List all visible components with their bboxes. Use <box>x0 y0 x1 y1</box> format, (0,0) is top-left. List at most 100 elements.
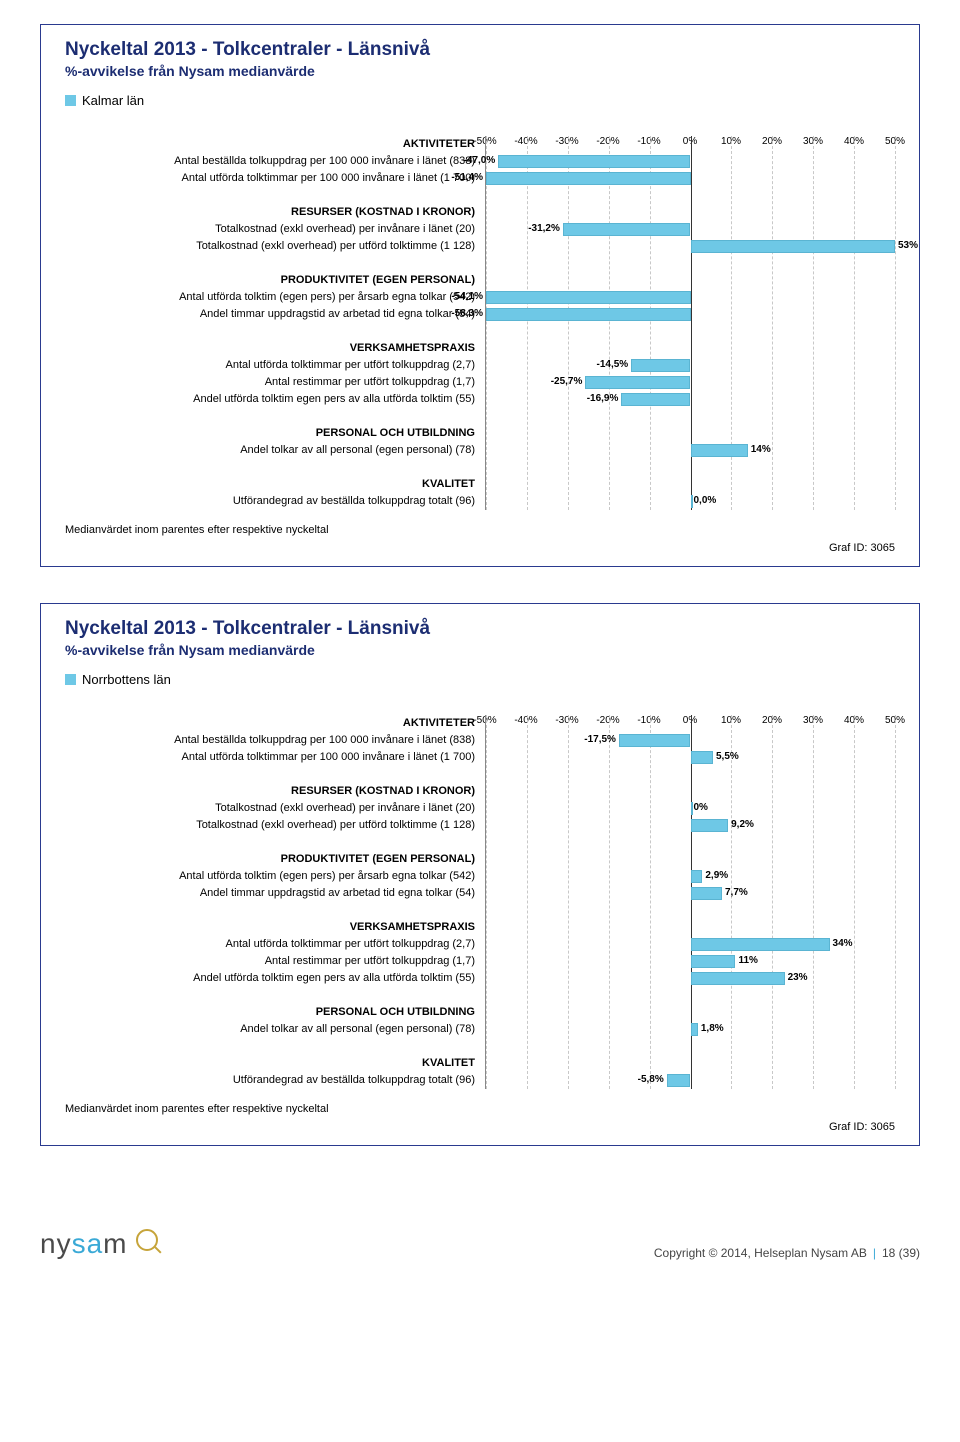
chart-body: AKTIVITETERAntal beställda tolkuppdrag p… <box>65 697 895 1089</box>
spacer <box>486 902 895 919</box>
metric-bar-row: -16,9% <box>486 391 895 408</box>
section-heading: PRODUKTIVITET (EGEN PERSONAL) <box>65 272 479 289</box>
metric-label: Utförandegrad av beställda tolkuppdrag t… <box>65 1072 479 1089</box>
bar-value-label: 0,0% <box>694 495 717 506</box>
bar-value-label: 0% <box>694 802 708 813</box>
metric-label: Utförandegrad av beställda tolkuppdrag t… <box>65 493 479 510</box>
bar <box>691 870 703 883</box>
spacer <box>65 1038 479 1055</box>
chart-footnote: Medianvärdet inom parentes efter respekt… <box>65 524 895 536</box>
bar <box>486 291 691 304</box>
metric-bar-row: 1,8% <box>486 1021 895 1038</box>
metric-label: Andel tolkar av all personal (egen perso… <box>65 1021 479 1038</box>
bar <box>691 444 748 457</box>
metric-label: Antal utförda tolktimmar per utfört tolk… <box>65 357 479 374</box>
spacer <box>65 834 479 851</box>
metric-label: Antal restimmar per utfört tolkuppdrag (… <box>65 953 479 970</box>
chart-card: Nyckeltal 2013 - Tolkcentraler - Länsniv… <box>40 24 920 567</box>
chart-card: Nyckeltal 2013 - Tolkcentraler - Länsniv… <box>40 603 920 1146</box>
bar-value-label: 53% <box>898 240 918 251</box>
metric-bar-row: -31,2% <box>486 221 895 238</box>
bar <box>631 359 690 372</box>
spacer <box>486 987 895 1004</box>
bar-value-label: -51,4% <box>451 172 483 183</box>
bar <box>691 972 785 985</box>
metric-bar-row: -5,8% <box>486 1072 895 1089</box>
spacer <box>65 408 479 425</box>
section-heading-row <box>486 715 895 732</box>
metric-label: Antal beställda tolkuppdrag per 100 000 … <box>65 732 479 749</box>
metric-label: Totalkostnad (exkl overhead) per utförd … <box>65 817 479 834</box>
section-heading-row <box>486 919 895 936</box>
bar <box>486 172 691 185</box>
metric-bar-row: 0% <box>486 800 895 817</box>
bar <box>619 734 691 747</box>
spacer <box>486 323 895 340</box>
spacer <box>486 766 895 783</box>
section-heading: RESURSER (KOSTNAD I KRONOR) <box>65 783 479 800</box>
section-heading: AKTIVITETER <box>65 136 479 153</box>
plot-column: -50%-40%-30%-20%-10%0%10%20%30%40%50%-17… <box>485 697 895 1089</box>
legend-swatch <box>65 95 76 106</box>
bar <box>691 495 693 508</box>
metric-label: Andel utförda tolktim egen pers av alla … <box>65 970 479 987</box>
bar-value-label: -31,2% <box>528 223 560 234</box>
metric-label: Antal utförda tolktimmar per 100 000 inv… <box>65 749 479 766</box>
metric-label: Antal utförda tolktim (egen pers) per år… <box>65 289 479 306</box>
metric-label: Antal restimmar per utfört tolkuppdrag (… <box>65 374 479 391</box>
bar <box>691 751 713 764</box>
section-heading: KVALITET <box>65 476 479 493</box>
legend-label: Norrbottens län <box>82 672 171 687</box>
grid-line <box>895 715 896 1089</box>
section-heading-row <box>486 1004 895 1021</box>
spacer <box>65 766 479 783</box>
chart-subtitle: %-avvikelse från Nysam medianvärde <box>65 642 895 658</box>
section-heading-row <box>486 136 895 153</box>
section-heading-row <box>486 476 895 493</box>
metric-bar-row: 5,5% <box>486 749 895 766</box>
metric-bar-row: -14,5% <box>486 357 895 374</box>
section-heading: PERSONAL OCH UTBILDNING <box>65 1004 479 1021</box>
bar-value-label: -5,8% <box>638 1074 664 1085</box>
spacer <box>65 459 479 476</box>
chart-body: AKTIVITETERAntal beställda tolkuppdrag p… <box>65 118 895 510</box>
bar <box>498 155 690 168</box>
bar-value-label: -25,7% <box>551 376 583 387</box>
bar-value-label: 23% <box>788 972 808 983</box>
metric-label: Andel tolkar av all personal (egen perso… <box>65 442 479 459</box>
bar <box>691 802 693 815</box>
bar-value-label: 14% <box>751 444 771 455</box>
legend-label: Kalmar län <box>82 93 144 108</box>
bar <box>691 1023 698 1036</box>
metric-bar-row: 7,7% <box>486 885 895 902</box>
chart-footnote: Medianvärdet inom parentes efter respekt… <box>65 1103 895 1115</box>
metric-label: Andel utförda tolktim egen pers av alla … <box>65 391 479 408</box>
section-heading-row <box>486 204 895 221</box>
bar-value-label: 2,9% <box>705 870 728 881</box>
metric-label: Antal utförda tolktimmar per utfört tolk… <box>65 936 479 953</box>
metric-label: Totalkostnad (exkl overhead) per invånar… <box>65 221 479 238</box>
bar-value-label: 9,2% <box>731 819 754 830</box>
bar-value-label: -54,1% <box>451 291 483 302</box>
metric-bar-row: -54,1% <box>486 289 895 306</box>
spacer <box>486 187 895 204</box>
legend-swatch <box>65 674 76 685</box>
section-heading-row <box>486 1055 895 1072</box>
plot-area: -47,0%-51,4%-31,2%53%-54,1%-58,3%-14,5%-… <box>485 136 895 510</box>
spacer <box>486 408 895 425</box>
copyright-text: Copyright © 2014, Helseplan Nysam AB|18 … <box>654 1246 920 1260</box>
spacer <box>65 255 479 272</box>
metric-label: Antal utförda tolktim (egen pers) per år… <box>65 868 479 885</box>
metric-bar-row: -25,7% <box>486 374 895 391</box>
spacer <box>486 1038 895 1055</box>
metric-bar-row: 23% <box>486 970 895 987</box>
spacer <box>65 323 479 340</box>
bar-value-label: -17,5% <box>584 734 616 745</box>
section-heading: VERKSAMHETSPRAXIS <box>65 919 479 936</box>
grid-line <box>895 136 896 510</box>
bar-value-label: 11% <box>738 955 757 966</box>
section-heading: AKTIVITETER <box>65 715 479 732</box>
chart-title: Nyckeltal 2013 - Tolkcentraler - Länsniv… <box>65 618 895 640</box>
bar-value-label: 1,8% <box>701 1023 724 1034</box>
bar <box>585 376 690 389</box>
